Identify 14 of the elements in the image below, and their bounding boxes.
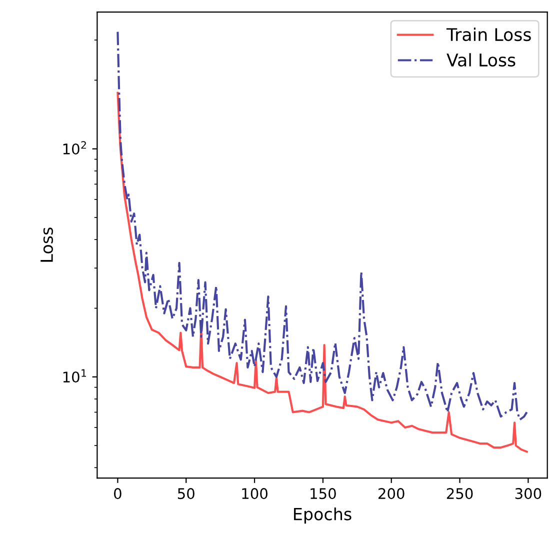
x-tick-label: 300	[515, 488, 542, 500]
legend-label: Val Loss	[446, 53, 516, 67]
x-tick-label: 250	[446, 488, 473, 500]
x-axis-title: Epochs	[294, 507, 352, 524]
x-tick-label: 150	[310, 488, 336, 500]
x-tick-label: 100	[242, 488, 268, 500]
line-series	[116, 92, 528, 453]
y-axis-title: Loss	[40, 228, 53, 262]
x-tick-label: 0	[114, 488, 122, 500]
x-tick-label: 200	[378, 488, 404, 500]
y-tick-label: 10$^{2}$	[63, 141, 86, 154]
y-tick-label: 10$^{1}$	[63, 369, 86, 383]
legend-label: Train Loss	[446, 28, 531, 42]
x-tick-label: 50	[178, 488, 194, 500]
